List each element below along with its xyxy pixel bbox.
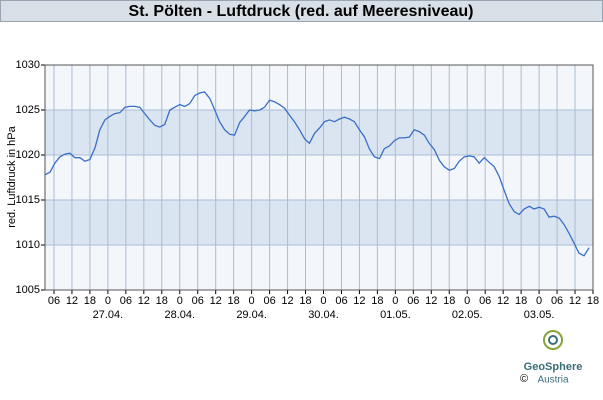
logo-sub: Austria [537, 375, 569, 386]
plot-frame [44, 64, 594, 291]
x-tick-label: 0 [464, 295, 470, 307]
x-tick-label: 06 [48, 295, 60, 307]
data-line [44, 91, 590, 257]
date-label: 03.05. [524, 309, 555, 321]
date-label: 28.04. [164, 309, 195, 321]
x-tick-label: 18 [84, 295, 96, 307]
y-tick-label: 1015 [16, 194, 40, 206]
logo-name: GeoSphere [524, 361, 583, 373]
x-tick-label: 06 [192, 295, 204, 307]
x-tick-label: 12 [210, 295, 222, 307]
date-label: 29.04. [236, 309, 267, 321]
x-tick-label: 12 [353, 295, 365, 307]
y-tick-label: 1030 [16, 59, 40, 71]
y-axis-title: red. Luftdruck in hPa [6, 125, 18, 227]
y-tick-label: 1010 [16, 239, 40, 251]
y-tick-label: 1025 [16, 104, 40, 116]
x-tick-label: 12 [66, 295, 78, 307]
x-tick-label: 06 [263, 295, 275, 307]
x-tick-label: 0 [177, 295, 183, 307]
x-tick-label: 06 [479, 295, 491, 307]
x-tick-label: 06 [120, 295, 132, 307]
x-tick-label: 06 [335, 295, 347, 307]
date-label: 30.04. [308, 309, 339, 321]
x-tick-label: 0 [392, 295, 398, 307]
x-tick-label: 12 [425, 295, 437, 307]
x-tick-label: 18 [515, 295, 527, 307]
x-tick-label: 0 [536, 295, 542, 307]
logo-mark [548, 335, 558, 345]
copyright: © [520, 373, 528, 385]
band [45, 65, 593, 110]
x-tick-label: 12 [497, 295, 509, 307]
x-tick-label: 0 [249, 295, 255, 307]
x-tick-label: 12 [138, 295, 150, 307]
x-tick-label: 0 [320, 295, 326, 307]
x-tick-label: 18 [299, 295, 311, 307]
x-tick-label: 18 [587, 295, 599, 307]
band [45, 155, 593, 200]
chart-title: St. Pölten - Luftdruck (red. auf Meeresn… [129, 3, 474, 20]
band [45, 245, 593, 290]
x-tick-label: 0 [105, 295, 111, 307]
x-tick-label: 06 [551, 295, 563, 307]
logo-mark [543, 330, 563, 350]
x-tick-label: 12 [281, 295, 293, 307]
x-tick-label: 18 [156, 295, 168, 307]
band [45, 110, 593, 155]
date-label: 01.05. [380, 309, 411, 321]
x-tick-label: 12 [569, 295, 581, 307]
logo: GeoSphere Austria © [520, 330, 583, 386]
x-tick-label: 18 [371, 295, 383, 307]
date-label: 27.04. [93, 309, 124, 321]
x-tick-label: 18 [228, 295, 240, 307]
x-tick-label: 18 [443, 295, 455, 307]
y-tick-label: 1020 [16, 149, 40, 161]
band [45, 200, 593, 245]
x-tick-label: 06 [407, 295, 419, 307]
y-tick-label: 1005 [16, 284, 40, 296]
date-label: 02.05. [452, 309, 483, 321]
